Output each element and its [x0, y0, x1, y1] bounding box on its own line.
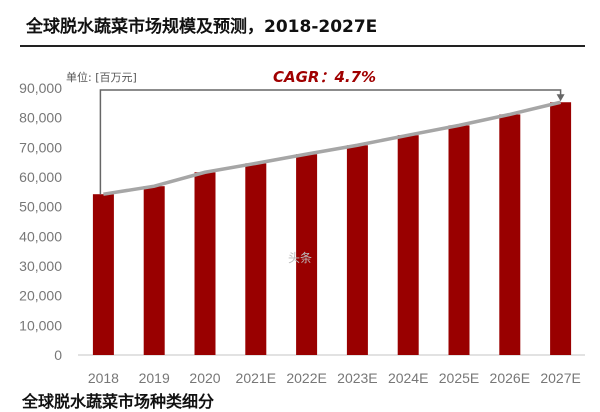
x-tick-label: 2023E — [337, 370, 377, 386]
arrow-head-icon — [556, 94, 565, 102]
bar — [550, 102, 572, 356]
x-tick-label: 2027E — [540, 370, 580, 386]
y-tick-label: 30,000 — [19, 258, 62, 274]
bar — [346, 145, 368, 355]
y-tick-label: 80,000 — [19, 110, 62, 126]
y-tick-label: 60,000 — [19, 169, 62, 185]
unit-label: 单位: [百万元] — [66, 70, 137, 84]
bar — [448, 125, 470, 355]
y-tick-label: 90,000 — [19, 80, 62, 96]
y-tick-label: 40,000 — [19, 228, 62, 244]
x-tick-label: 2021E — [236, 370, 276, 386]
x-tick-label: 2022E — [286, 370, 326, 386]
bar — [92, 194, 114, 355]
watermark: 头条 — [288, 251, 312, 265]
y-tick-label: 50,000 — [19, 199, 62, 215]
x-tick-label: 2025E — [439, 370, 479, 386]
y-tick-label: 10,000 — [19, 317, 62, 333]
x-tick-label: 2018 — [88, 370, 119, 386]
bar — [194, 172, 216, 355]
cagr-arrow — [99, 89, 562, 195]
x-tick-label: 2019 — [139, 370, 170, 386]
next-section-title: 全球脱水蔬菜市场种类细分 — [22, 392, 215, 411]
bar — [499, 114, 521, 355]
x-tick-label: 2026E — [490, 370, 530, 386]
trend-line — [103, 100, 562, 196]
x-tick-label: 2020 — [189, 370, 220, 386]
y-tick-label: 70,000 — [19, 139, 62, 155]
bar — [296, 154, 318, 355]
x-tick-label: 2024E — [388, 370, 428, 386]
bar-chart: 0 10,000 20,000 30,000 40,000 50,000 60,000 70,… — [19, 68, 585, 386]
bar — [397, 135, 419, 355]
bar — [143, 186, 165, 355]
y-tick-label: 20,000 — [19, 288, 62, 304]
y-tick-label: 0 — [54, 347, 62, 363]
page-title: 全球脱水蔬菜市场规模及预测，2018-2027E — [26, 17, 378, 37]
cagr-annotation: CAGR：4.7% — [273, 68, 376, 86]
title-divider — [20, 45, 585, 47]
bar — [245, 163, 267, 355]
